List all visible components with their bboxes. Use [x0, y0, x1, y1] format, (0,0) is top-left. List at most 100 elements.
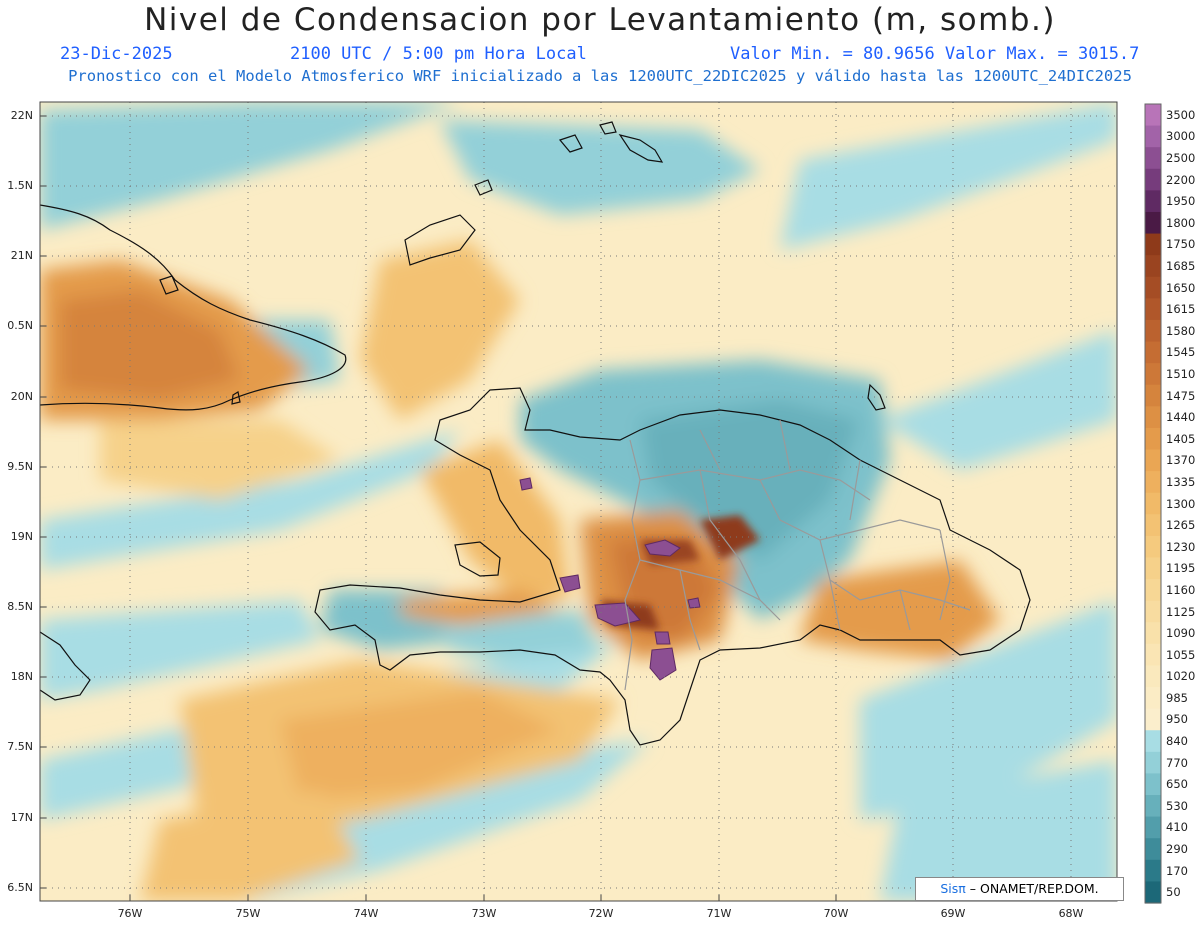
- bahamas-2: [474, 179, 493, 196]
- lon-label: 68W: [1058, 907, 1084, 920]
- colorbar-level-label: 1300: [1166, 496, 1196, 511]
- colorbar-swatch: [1145, 773, 1161, 796]
- colorbar-swatch: [1145, 233, 1161, 256]
- colorbar-level-label: 650: [1166, 777, 1188, 792]
- colorbar-swatch: [1145, 665, 1161, 688]
- lat-label: 0.5N: [7, 319, 33, 332]
- colorbar-level-label: 1440: [1166, 410, 1196, 425]
- colorbar-swatch: [1145, 449, 1161, 472]
- lat-label: 22N: [10, 109, 33, 122]
- colorbar-swatch: [1145, 492, 1161, 515]
- credit-box: Sisπ – ONAMET/REP.DOM.: [915, 877, 1124, 901]
- colorbar-level-label: 170: [1166, 863, 1188, 878]
- colorbar-level-label: 950: [1166, 712, 1188, 727]
- lon-label: 70W: [823, 907, 849, 920]
- high-lcl-spots: [519, 477, 701, 681]
- colorbar-level-label: 1475: [1166, 388, 1196, 403]
- colorbar-swatch: [1145, 708, 1161, 731]
- credit-text: – ONAMET/REP.DOM.: [965, 881, 1099, 896]
- colorbar-swatch: [1145, 190, 1161, 213]
- colorbar-swatch: [1145, 384, 1161, 407]
- colorbar-swatch: [1145, 881, 1161, 904]
- colorbar-swatch: [1145, 168, 1161, 191]
- forecast-date: 23-Dic-2025: [60, 44, 173, 64]
- colorbar-level-label: 1335: [1166, 474, 1196, 489]
- colorbar-level-label: 1090: [1166, 626, 1196, 641]
- colorbar-level-label: 3000: [1166, 129, 1196, 144]
- forecast-note: Pronostico con el Modelo Atmosferico WRF…: [68, 67, 1132, 85]
- lat-label: 9.5N: [7, 460, 33, 473]
- colorbar-swatch: [1145, 147, 1161, 170]
- lon-label: 72W: [588, 907, 614, 920]
- colorbar-frame: [1144, 103, 1162, 904]
- colorbar-swatch: [1145, 471, 1161, 494]
- lon-label: 69W: [940, 907, 966, 920]
- colorbar-level-label: 1265: [1166, 518, 1196, 533]
- colorbar-level-label: 840: [1166, 734, 1188, 748]
- colorbar-level-label: 50: [1166, 885, 1181, 900]
- page-title: Nivel de Condensacion por Levantamiento …: [144, 2, 1056, 38]
- colorbar-level-label: 1510: [1166, 366, 1196, 381]
- colorbar-swatch: [1145, 751, 1161, 775]
- colorbar: [1144, 103, 1162, 904]
- lon-label: 74W: [353, 907, 379, 920]
- colorbar-level-label: 1020: [1166, 669, 1196, 684]
- coastlines: [39, 121, 1031, 746]
- colorbar-level-label: 1160: [1166, 582, 1196, 597]
- colorbar-level-label: 530: [1166, 798, 1188, 813]
- colorbar-swatch: [1145, 643, 1161, 667]
- lon-label: 76W: [117, 907, 143, 920]
- jamaica-coast: [39, 631, 91, 701]
- colorbar-level-label: 1370: [1166, 453, 1196, 468]
- bahamas-1: [404, 214, 476, 266]
- colorbar-level-label: 1195: [1166, 561, 1196, 576]
- lat-label: 20N: [10, 390, 33, 403]
- bahamas-4: [599, 121, 617, 135]
- colorbar-level-label: 1055: [1166, 647, 1196, 662]
- lat-label: 19N: [10, 530, 33, 543]
- colorbar-swatch: [1145, 341, 1161, 364]
- gonave-island: [454, 541, 501, 577]
- colorbar-level-label: 1580: [1166, 323, 1196, 338]
- province-borders: [624, 419, 971, 691]
- cuba-coast: [39, 204, 347, 411]
- colorbar-swatch: [1145, 816, 1161, 839]
- forecast-time: 2100 UTC / 5:00 pm Hora Local: [290, 44, 587, 64]
- colorbar-level-label: 1230: [1166, 539, 1196, 554]
- colorbar-level-label: 1950: [1166, 194, 1196, 209]
- lat-label: 6.5N: [7, 881, 33, 894]
- colorbar-level-label: 1750: [1166, 237, 1196, 252]
- colorbar-level-label: 290: [1166, 842, 1188, 856]
- lat-label: 8.5N: [7, 600, 33, 613]
- colorbar-swatch: [1145, 535, 1161, 559]
- credit-brand: Sisπ: [940, 881, 966, 896]
- colorbar-swatch: [1145, 514, 1161, 537]
- colorbar-swatch: [1145, 298, 1161, 321]
- lon-label: 71W: [706, 907, 732, 920]
- colorbar-level-label: 1650: [1166, 280, 1196, 295]
- colorbar-level-label: 1125: [1166, 604, 1196, 619]
- colorbar-swatch: [1145, 125, 1161, 148]
- lat-label: 7.5N: [7, 740, 33, 753]
- colorbar-level-label: 1545: [1166, 345, 1196, 360]
- colorbar-swatch: [1145, 406, 1161, 429]
- bahamas-3: [558, 134, 583, 153]
- colorbar-swatch: [1145, 730, 1161, 753]
- bahamas-5: [618, 134, 664, 163]
- lon-label: 75W: [235, 907, 261, 920]
- colorbar-swatch: [1145, 104, 1161, 127]
- colorbar-level-label: 2500: [1166, 151, 1196, 165]
- colorbar-level-label: 1405: [1166, 431, 1196, 446]
- min-max-values: Valor Min. = 80.9656 Valor Max. = 3015.7: [730, 44, 1140, 64]
- colorbar-level-label: 770: [1166, 755, 1188, 770]
- lat-label: 21N: [10, 249, 33, 262]
- colorbar-level-label: 1800: [1166, 215, 1196, 230]
- lon-label: 73W: [471, 907, 497, 920]
- lat-label: 18N: [10, 670, 33, 683]
- colorbar-swatch: [1145, 622, 1161, 645]
- colorbar-level-label: 410: [1166, 820, 1188, 835]
- colorbar-level-label: 2200: [1166, 172, 1196, 187]
- hispaniola-coast: [314, 387, 1031, 746]
- colorbar-swatch: [1145, 363, 1161, 386]
- colorbar-swatch: [1145, 687, 1161, 710]
